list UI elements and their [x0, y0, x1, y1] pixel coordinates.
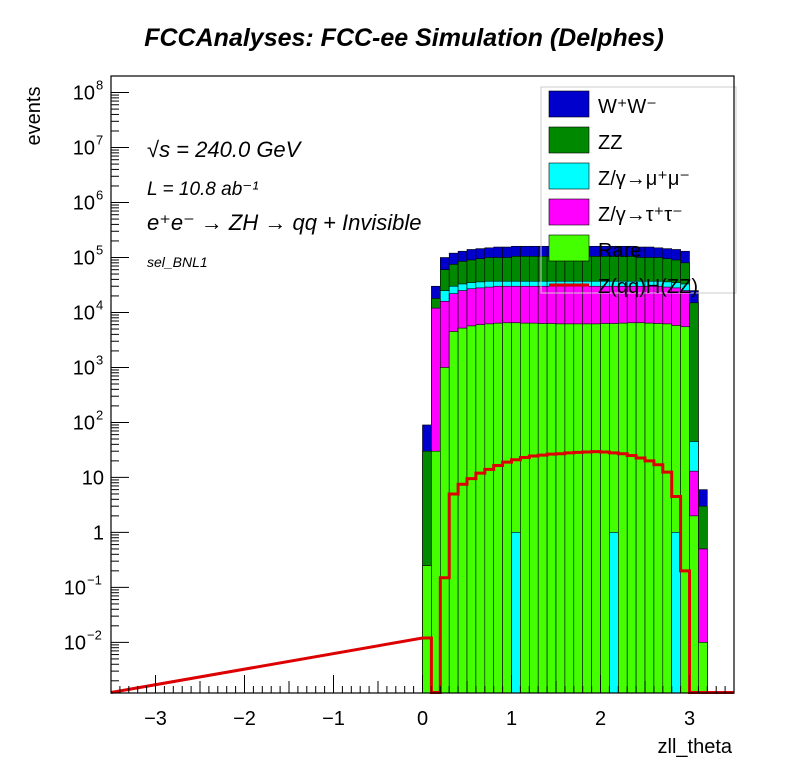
legend-label: Z/γ→τ⁺τ⁻	[598, 204, 683, 226]
bar	[520, 322, 530, 694]
y-tick-base: 10	[73, 357, 95, 379]
y-tick-base: 10	[73, 193, 95, 215]
y-tick-exponent: 3	[96, 352, 103, 367]
annotation-process: e⁺e⁻ → ZH → qq + Invisible	[147, 210, 422, 235]
y-axis-label: events	[23, 87, 45, 146]
bar	[635, 322, 646, 694]
bar	[653, 323, 664, 694]
bar	[466, 325, 477, 694]
legend-swatch	[548, 198, 590, 226]
chart-title: FCCAnalyses: FCC-ee Simulation (Delphes)	[144, 24, 664, 52]
mumu-spike	[609, 532, 619, 694]
legend-box	[540, 86, 737, 294]
x-tick-label: −1	[322, 708, 345, 730]
annotation-lumi: L = 10.8 ab⁻¹	[147, 179, 259, 200]
bar	[564, 323, 575, 694]
bar	[617, 322, 628, 694]
legend-label: Z/γ→μ⁺μ⁻	[598, 168, 690, 190]
annotation-sqrt-s: √s = 240.0 GeV	[147, 137, 303, 162]
annotation-selection: sel_BNL1	[147, 254, 208, 270]
stacked-bars	[422, 245, 708, 694]
series-Rare	[422, 322, 708, 694]
bar	[600, 323, 610, 694]
bar	[493, 322, 503, 694]
bar	[484, 323, 494, 694]
bar	[555, 323, 566, 694]
legend-entry: W⁺W⁻	[548, 90, 657, 118]
signal-line	[110, 450, 734, 694]
bar	[644, 322, 655, 694]
y-tick-base: 10	[64, 577, 86, 599]
y-tick-label: 10 −1	[64, 572, 102, 599]
legend-label: Rare	[598, 240, 641, 262]
x-axis-label: zll_theta	[658, 736, 733, 758]
x-tick-label: 3	[684, 708, 695, 730]
y-tick-label: 10 6	[73, 188, 103, 215]
x-tick-label: 1	[506, 708, 517, 730]
bar	[502, 322, 512, 694]
y-tick-exponent: 4	[96, 297, 103, 312]
legend-swatch	[548, 126, 590, 154]
legend-label: W⁺W⁻	[598, 96, 657, 118]
y-tick-label: 10 3	[73, 352, 103, 379]
legend: W⁺W⁻ ZZ Z/γ→μ⁺μ⁻ Z/γ→τ⁺τ⁻ Rare Z(qq)H(ZZ)	[540, 86, 737, 298]
y-tick-base: 10	[73, 83, 95, 105]
bar	[626, 322, 637, 694]
y-tick-exponent: −1	[87, 572, 102, 587]
y-tick-exponent: 7	[96, 133, 103, 148]
legend-entry: Z(qq)H(ZZ)	[549, 276, 698, 298]
y-tick-base: 10	[73, 302, 95, 324]
bar	[537, 323, 548, 694]
legend-entry: Z/γ→τ⁺τ⁻	[548, 198, 683, 226]
legend-entry: Z/γ→μ⁺μ⁻	[548, 162, 690, 190]
y-tick-label: 10 −2	[64, 627, 102, 654]
y-tick-label: 10	[82, 467, 104, 489]
legend-entry: Rare	[548, 234, 641, 262]
mumu-spike	[511, 532, 521, 694]
legend-swatch	[548, 162, 590, 190]
y-tick-exponent: 8	[96, 78, 103, 93]
bar	[475, 324, 486, 694]
y-tick-label: 10 5	[73, 242, 103, 269]
bar	[546, 323, 557, 694]
bar	[573, 323, 583, 694]
x-tick-label: −3	[144, 708, 167, 730]
x-tick-label: 2	[595, 708, 606, 730]
legend-label: ZZ	[598, 132, 622, 154]
y-tick-base: 1	[93, 522, 104, 544]
legend-entry: ZZ	[548, 126, 622, 154]
y-tick-base: 10	[73, 412, 95, 434]
y-tick-label: 10 7	[73, 133, 103, 160]
x-tick-label: 0	[417, 708, 428, 730]
y-tick-exponent: 2	[96, 407, 103, 422]
y-tick-label: 1	[93, 522, 104, 544]
legend-swatch	[548, 234, 590, 262]
y-tick-label: 10 4	[73, 297, 103, 324]
y-tick-base: 10	[82, 467, 104, 489]
signal-step-line	[110, 450, 734, 694]
bar	[582, 323, 592, 694]
bar	[698, 642, 708, 694]
annotations: √s = 240.0 GeV L = 10.8 ab⁻¹ e⁺e⁻ → ZH →…	[147, 137, 422, 270]
bar	[528, 322, 539, 694]
y-tick-exponent: 5	[96, 242, 103, 257]
y-tick-base: 10	[73, 247, 95, 269]
x-tick-label: −2	[233, 708, 256, 730]
y-tick-base: 10	[73, 138, 95, 160]
y-tick-label: 10 8	[73, 78, 103, 105]
y-tick-base: 10	[64, 632, 86, 654]
bar	[457, 327, 468, 694]
y-tick-exponent: −2	[87, 627, 102, 642]
legend-label: Z(qq)H(ZZ)	[598, 276, 698, 298]
y-tick-label: 10 2	[73, 407, 103, 434]
bar	[662, 323, 672, 694]
legend-swatch	[548, 90, 590, 118]
bar	[591, 323, 601, 694]
y-tick-exponent: 6	[96, 188, 103, 203]
